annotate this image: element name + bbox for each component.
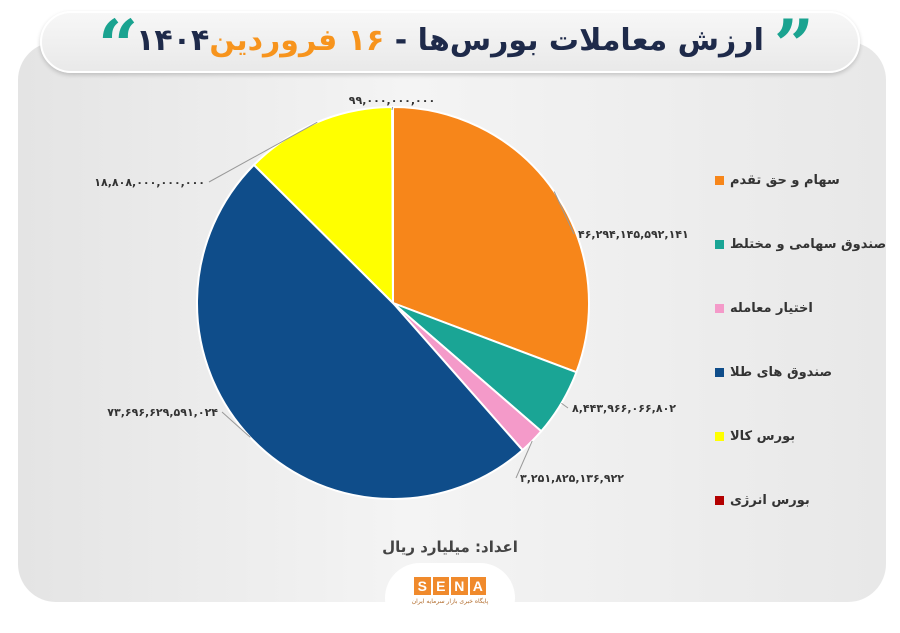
unit-note: اعداد: میلیارد ریال [382, 538, 518, 556]
legend-item: سهام و حق تقدم [715, 170, 840, 190]
data-label: ۳,۲۵۱,۸۲۵,۱۳۶,۹۲۲ [520, 472, 624, 485]
legend-label: صندوق سهامی و مختلط [730, 236, 887, 252]
data-label: ۹۹,۰۰۰,۰۰۰,۰۰۰ [349, 94, 435, 107]
quote-open-icon: ” [773, 4, 814, 87]
data-label: ۱۸,۸۰۸,۰۰۰,۰۰۰,۰۰۰ [94, 176, 205, 189]
title-date: ۱۶ فروردین [209, 23, 385, 58]
logo-backdrop [385, 563, 515, 633]
leader-line [553, 191, 575, 235]
title-main: ارزش معاملات بورس‌ها - [394, 23, 764, 58]
legend-label: اختیار معامله [730, 300, 813, 316]
leader-line [515, 440, 533, 479]
logo-tagline: پایگاه خبری بازار سرمایه ایران [411, 598, 489, 605]
legend-item: بورس انرژی [715, 490, 825, 510]
legend-swatch [715, 431, 724, 441]
leader-line [561, 402, 569, 409]
data-label: ۸,۴۴۳,۹۶۶,۰۶۶,۸۰۲ [572, 402, 676, 415]
data-label: ۴۶,۲۹۴,۱۴۵,۵۹۲,۱۴۱ [578, 228, 689, 241]
quote-close-icon: “ [98, 4, 139, 87]
legend-item: بورس کالا [715, 426, 825, 446]
title-year: ۱۴۰۴ [136, 23, 210, 58]
legend-swatch [715, 239, 724, 249]
legend-item: اختیار معامله [715, 298, 825, 318]
leader-line [221, 411, 251, 438]
pie-slice [391, 105, 394, 304]
legend-swatch [715, 495, 724, 505]
legend-item: صندوق سهامی و مختلط [715, 234, 886, 254]
leader-line [391, 106, 394, 111]
data-label: ۷۳,۶۹۶,۶۲۹,۵۹۱,۰۲۴ [107, 406, 218, 419]
pie-slice [196, 163, 524, 500]
legend-swatch [715, 367, 724, 377]
legend-label: صندوق های طلا [730, 364, 833, 380]
legend-item: صندوق های طلا [715, 362, 832, 382]
legend-label: بورس کالا [730, 428, 796, 444]
legend-label: بورس انرژی [730, 492, 810, 508]
leader-line [208, 121, 318, 183]
title-banner: ” ارزش معاملات بورس‌ها - ۱۶ فروردین۱۴۰۴ … [40, 11, 860, 81]
legend-swatch [715, 175, 724, 185]
page-title: ارزش معاملات بورس‌ها - ۱۶ فروردین۱۴۰۴ [42, 23, 858, 58]
legend-swatch [715, 303, 724, 313]
legend-label: سهام و حق تقدم [730, 172, 840, 188]
